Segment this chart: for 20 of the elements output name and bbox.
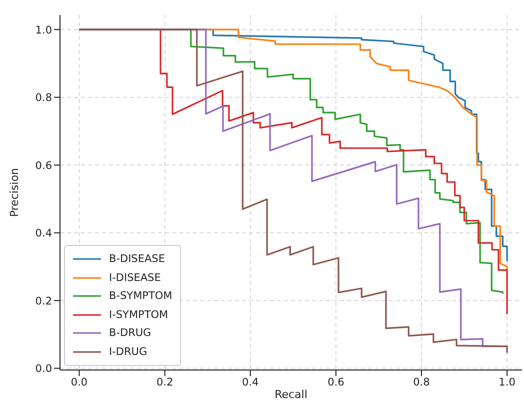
legend-label: I-SYMPTOM <box>109 308 168 321</box>
legend-label: B-DRUG <box>109 327 152 340</box>
y-tick-label: 1.0 <box>35 24 52 36</box>
legend-label: I-DRUG <box>109 346 148 358</box>
x-tick-label: 0.8 <box>413 376 430 388</box>
y-tick-label: 0.8 <box>35 92 52 104</box>
y-tick-label: 0.4 <box>35 228 52 240</box>
y-tick-label: 0.2 <box>35 295 52 308</box>
legend-label: B-SYMPTOM <box>109 290 172 302</box>
x-tick-label: 0.2 <box>156 376 174 388</box>
legend-label: I-DISEASE <box>109 272 161 284</box>
y-axis-title: Precision <box>8 168 21 218</box>
x-tick-label: 0.4 <box>242 376 260 388</box>
legend-label: B-DISEASE <box>109 253 165 266</box>
y-tick-label: 0.0 <box>35 363 52 376</box>
x-tick-label: 0.6 <box>328 376 345 388</box>
x-axis-title: Recall <box>274 388 308 401</box>
y-tick-label: 0.6 <box>35 160 52 172</box>
x-tick-label: 0.0 <box>70 376 88 388</box>
x-tick-label: 1.0 <box>498 376 516 388</box>
